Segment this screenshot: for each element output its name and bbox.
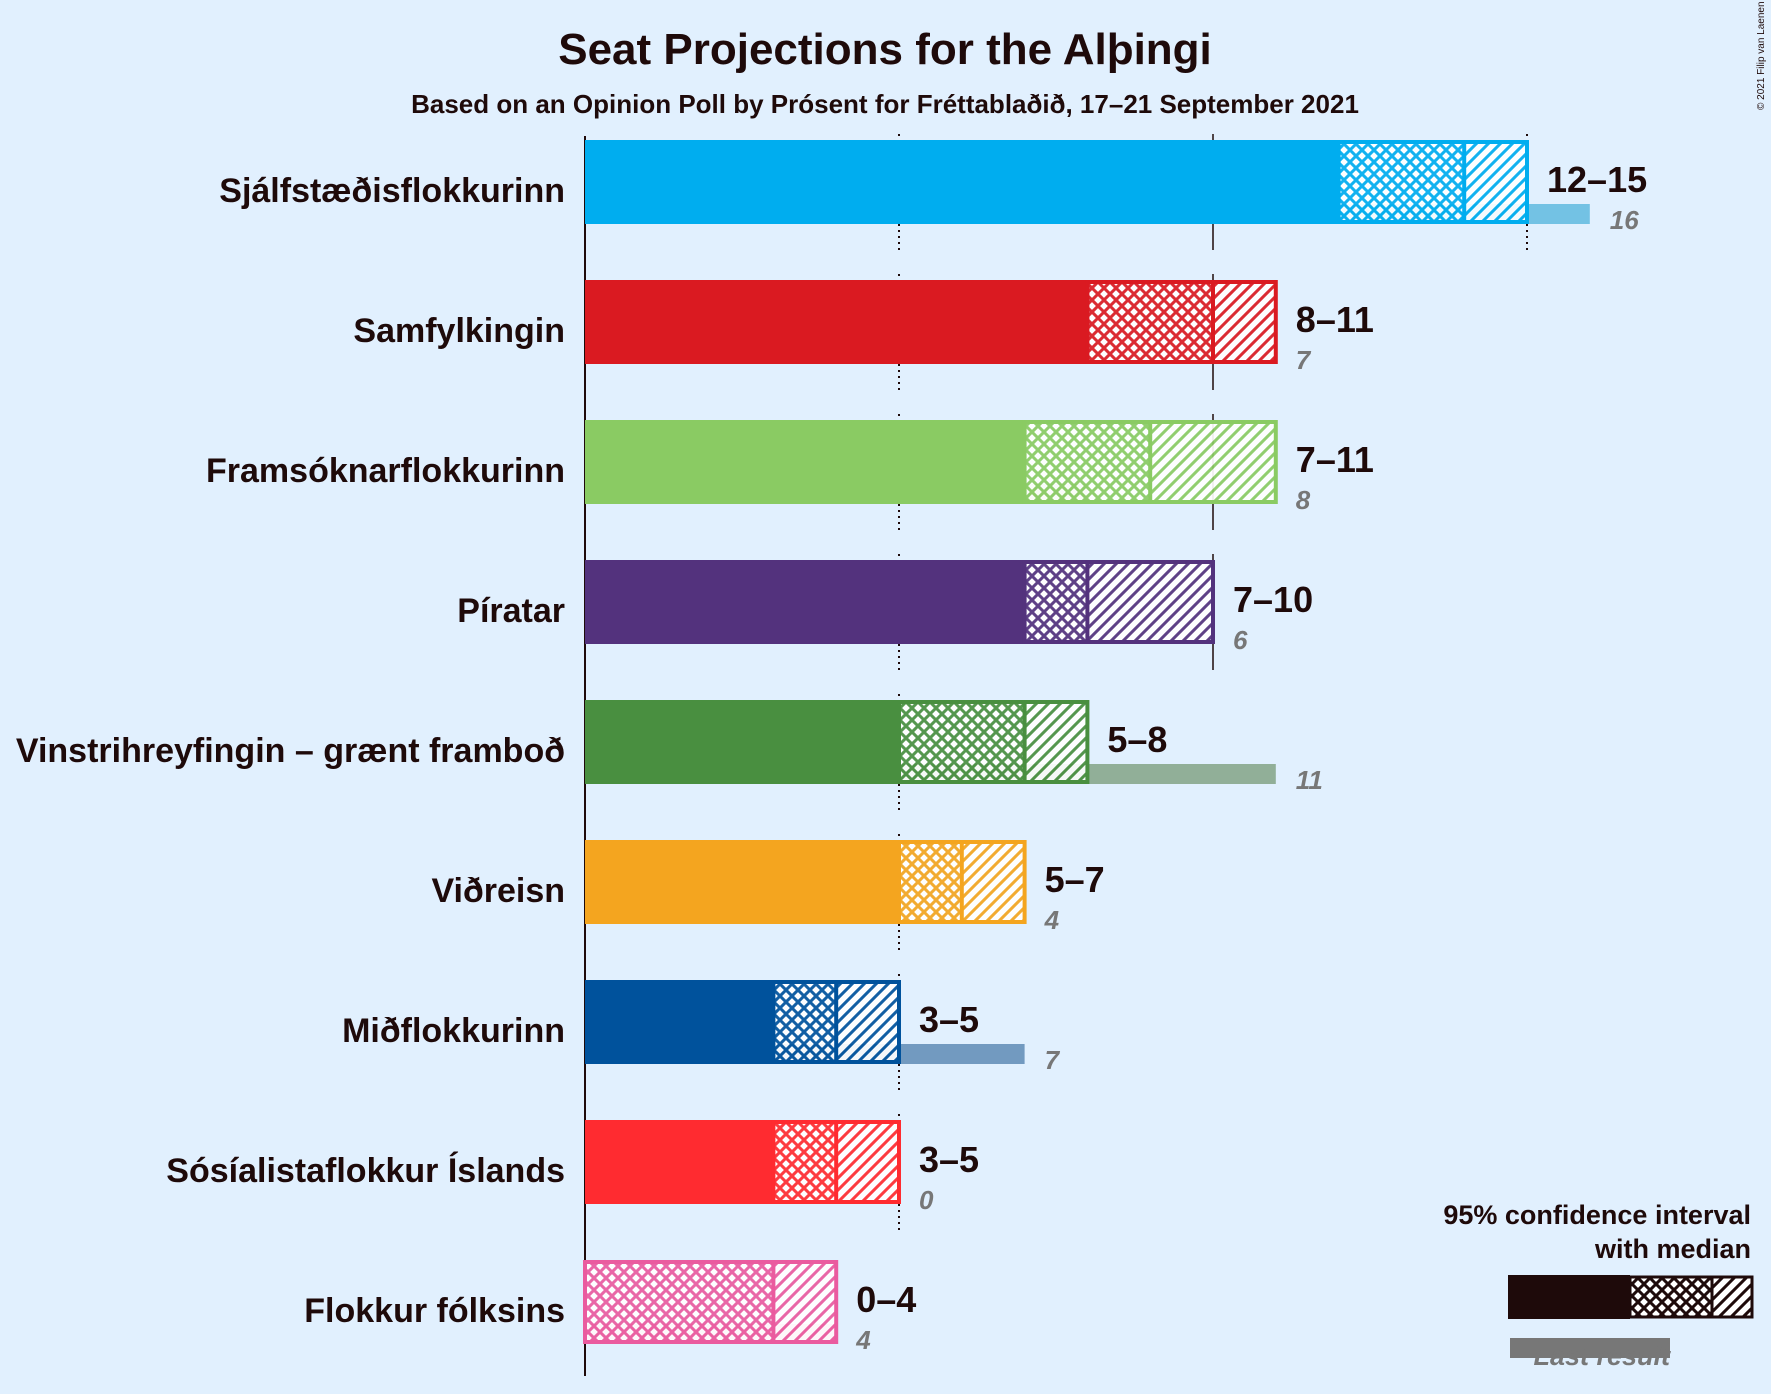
last-result-label: 4 [1044, 905, 1060, 935]
range-label: 8–11 [1296, 299, 1374, 340]
ci-lower-segment [1024, 562, 1088, 642]
seat-bar-solid [585, 1120, 774, 1204]
range-label: 7–11 [1296, 439, 1374, 480]
ci-upper-segment [836, 1122, 899, 1202]
ci-lower-segment [585, 1262, 774, 1342]
ci-upper-segment [1150, 422, 1276, 502]
range-label: 5–7 [1045, 859, 1105, 900]
legend-last-result: Last result [1533, 1341, 1671, 1371]
ci-upper-segment [836, 982, 899, 1062]
ci-upper-segment [1024, 702, 1088, 782]
legend: 95% confidence interval with median Last… [1443, 1200, 1754, 1371]
last-result-label: 16 [1610, 205, 1639, 235]
range-label: 3–5 [919, 1139, 979, 1180]
ci-upper-segment [961, 842, 1025, 922]
ci-outline [1085, 280, 1278, 364]
range-label: 3–5 [919, 999, 979, 1040]
chart-subtitle: Based on an Opinion Poll by Prósent for … [411, 89, 1359, 119]
last-result-label: 6 [1233, 625, 1248, 655]
party-bars: Sjálfstæðisflokkurinn 12–15 16 Samfylkingin… [16, 134, 1647, 1355]
last-result-label: 0 [919, 1185, 934, 1215]
last-result-label: 7 [1045, 1045, 1061, 1075]
last-result-label: 4 [855, 1325, 871, 1355]
ci-lower-segment [899, 842, 962, 922]
seat-bar-solid [585, 840, 899, 924]
legend-ci-line2: with median [1594, 1234, 1751, 1264]
ci-lower-segment [1087, 282, 1213, 362]
legend-ci-outline [1628, 1275, 1754, 1319]
party-name-label: Sjálfstæðisflokkurinn [219, 172, 565, 210]
party-row: Viðreisn 5–7 4 [431, 834, 1105, 950]
ci-upper-segment [1464, 142, 1527, 222]
seat-bar-solid [585, 280, 1088, 364]
last-result-label: 7 [1296, 345, 1312, 375]
party-name-label: Flokkur fólksins [304, 1292, 565, 1330]
seat-bar-solid [585, 420, 1025, 504]
party-name-label: Píratar [457, 592, 565, 630]
party-name-label: Miðflokkurinn [342, 1012, 565, 1050]
party-row: Sjálfstæðisflokkurinn 12–15 16 [219, 134, 1647, 250]
party-row: Flokkur fólksins 0–4 4 [304, 1260, 916, 1355]
chart-title: Seat Projections for the Alþingi [558, 25, 1212, 74]
ci-outline [1022, 560, 1215, 644]
party-row: Samfylkingin 8–11 7 [353, 274, 1374, 390]
range-label: 5–8 [1107, 719, 1167, 760]
party-row: Píratar 7–10 6 [457, 554, 1313, 670]
ci-outline [583, 1260, 839, 1344]
seat-bar-solid [585, 980, 774, 1064]
ci-upper-segment [1087, 562, 1213, 642]
last-result-label: 8 [1296, 485, 1311, 515]
range-label: 12–15 [1547, 159, 1647, 200]
party-row: Framsóknarflokkurinn 7–11 8 [206, 414, 1374, 530]
party-row: Sósíalistaflokkur Íslands 3–5 0 [166, 1114, 979, 1230]
legend-hatch-segment [1712, 1277, 1752, 1317]
seat-bar-solid [585, 700, 899, 784]
party-name-label: Vinstrihreyfingin – grænt framboð [16, 732, 565, 770]
copyright-note: © 2021 Filip van Laenen [1756, 1, 1767, 110]
ci-lower-segment [773, 1122, 837, 1202]
ci-lower-segment [899, 702, 1025, 782]
ci-outline [897, 700, 1090, 784]
ci-upper-segment [773, 1262, 837, 1342]
ci-outline [1336, 140, 1529, 224]
range-label: 7–10 [1233, 579, 1313, 620]
seat-bar-solid [585, 560, 1025, 644]
ci-lower-segment [773, 982, 837, 1062]
party-row: Vinstrihreyfingin – grænt framboð 5–8 11 [16, 694, 1323, 810]
legend-ci-line1: 95% confidence interval [1443, 1200, 1751, 1230]
ci-upper-segment [1213, 282, 1276, 362]
party-name-label: Viðreisn [431, 872, 565, 910]
party-name-label: Sósíalistaflokkur Íslands [166, 1152, 565, 1190]
legend-last-result-bar [1510, 1338, 1670, 1358]
legend-cross-segment [1630, 1277, 1712, 1317]
range-label: 0–4 [856, 1279, 916, 1320]
party-row: Miðflokkurinn 3–5 7 [342, 974, 1061, 1090]
legend-solid-bar [1508, 1275, 1630, 1319]
party-name-label: Framsóknarflokkurinn [206, 452, 565, 490]
last-result-label: 11 [1296, 765, 1323, 795]
seat-bar-solid [585, 140, 1339, 224]
party-name-label: Samfylkingin [353, 312, 565, 350]
ci-lower-segment [1338, 142, 1465, 222]
ci-lower-segment [1024, 422, 1151, 502]
